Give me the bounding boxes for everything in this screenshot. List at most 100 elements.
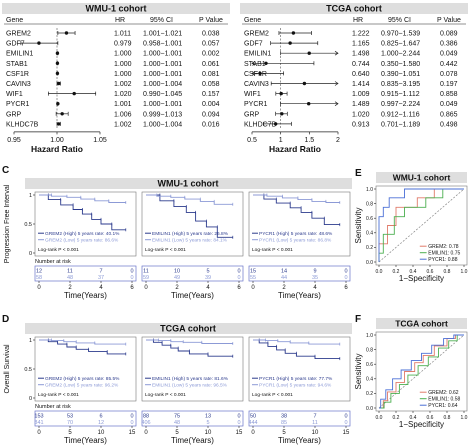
p-value: 0.081 <box>202 71 220 78</box>
logrank-p: Log-rank P < 0.001 <box>252 392 293 398</box>
risk-count: 444 <box>248 420 257 426</box>
hr-point <box>55 51 60 55</box>
x-tick-label: 0.0 <box>376 415 383 421</box>
risk-count: 55 <box>250 275 256 281</box>
km-curve-high <box>39 339 126 355</box>
ci-value: 0.825−1.647 <box>381 41 420 48</box>
x-axis-label: Time(Years) <box>171 291 214 300</box>
legend-entry: EMILIN1: 0.75 <box>428 251 460 257</box>
hr-value: 0.979 <box>114 41 132 48</box>
legend-entry: EMILIN1 (High) 5 years rate: 26.8% <box>152 231 229 237</box>
x-tick-label: 5 <box>175 430 179 436</box>
legend-entry: PYCR1: 0.64 <box>428 403 457 409</box>
ci-value: 0.915−1.112 <box>381 91 420 98</box>
x-tick-label: 0 <box>251 430 255 436</box>
chart-title: WMU-1 cohort <box>393 173 451 183</box>
risk-table <box>141 265 244 282</box>
risk-count: 11 <box>143 269 149 275</box>
hr-point <box>60 112 64 116</box>
x-tick-label: 2 <box>68 285 72 291</box>
x-tick-label: 5 <box>68 430 72 436</box>
gene-label: STAB1 <box>244 61 266 68</box>
hr-value: 0.640 <box>352 71 370 78</box>
plot-frame <box>248 191 351 257</box>
gene-label: GREM2 <box>244 31 269 38</box>
p-value: 0.057 <box>202 41 220 48</box>
risk-count: 11 <box>67 269 73 275</box>
risk-count: 58 <box>36 275 42 281</box>
risk-count: 49 <box>174 275 180 281</box>
y-tick-label: 0.8 <box>366 201 373 207</box>
chart-title: TCGA cohort <box>160 324 216 334</box>
p-value: 0.058 <box>202 81 220 88</box>
y-axis-label: Sensitivity <box>354 353 363 389</box>
ci-arrow <box>251 61 256 66</box>
risk-count: 88 <box>143 414 149 420</box>
col-header-hr: HR <box>115 17 125 24</box>
chance-line <box>378 188 465 263</box>
forest-row: STAB1 0.744 0.350−1.580 0.442 <box>244 61 458 68</box>
gene-label: PYCR1 <box>6 101 29 108</box>
x-tick-label: 15 <box>343 430 350 436</box>
logrank-p: Log-rank P < 0.001 <box>38 392 79 398</box>
y-tick-label: 1 <box>29 338 32 344</box>
y-tick-label: 0.0 <box>366 260 373 266</box>
km-curve-high <box>146 194 233 238</box>
km-legend: PYCR1 (High) 5 years rate: 77.7%PYCR1 (L… <box>252 376 333 389</box>
x-axis-label: Hazard Ratio <box>269 144 321 154</box>
risk-count: 37 <box>98 275 104 281</box>
risk-table-label: Number at risk <box>35 259 71 265</box>
y-tick-label: 0.0 <box>366 406 373 412</box>
km-figure-d: TCGA cohort Overall Survival 0 0.5 1 GREM2 (H… <box>4 323 352 445</box>
hr-point <box>37 41 41 45</box>
km-curve-high <box>253 339 340 360</box>
km-legend: EMILIN1 (High) 5 years rate: 26.8%EMILIN… <box>145 231 229 244</box>
hr-point <box>307 51 311 55</box>
hr-value: 1.489 <box>352 101 370 108</box>
ci-value: 1.000−1.004 <box>143 121 182 128</box>
x-tick-label: 1.0 <box>461 269 468 275</box>
y-tick-label: 1 <box>29 193 32 199</box>
hr-point <box>56 102 60 106</box>
km-curve-high <box>253 194 340 226</box>
col-header-gene: Gene <box>244 17 261 24</box>
x-tick-label: 1 <box>279 137 283 144</box>
panel-label-f: F <box>355 314 361 325</box>
hr-point <box>55 61 60 65</box>
km-panel-grem2: 0 0.5 1 GREM2 (High) 5 years rate: 40.1%GRE… <box>24 191 137 300</box>
logrank-p: Log-rank P < 0.001 <box>145 392 186 398</box>
roc-curve-grem2 <box>379 334 464 409</box>
x-tick-label: 0.5 <box>247 137 257 144</box>
risk-table <box>141 410 244 427</box>
gene-label: CAVIN3 <box>6 81 31 88</box>
risk-count: 153 <box>34 414 43 420</box>
hr-value: 1.001 <box>114 101 132 108</box>
risk-count: 50 <box>250 414 256 420</box>
x-tick-label: 4 <box>99 285 103 291</box>
y-tick-label: 0 <box>29 251 32 257</box>
risk-count: 38 <box>281 414 287 420</box>
ci-value: 1.000−1.001 <box>143 51 182 58</box>
hr-value: 1.002 <box>114 121 132 128</box>
p-value: 0.157 <box>202 91 220 98</box>
ci-value: 0.912−1.116 <box>381 111 420 118</box>
x-tick-label: 0.6 <box>427 269 434 275</box>
legend-entry: PYCR1: 0.88 <box>428 257 457 263</box>
y-tick-label: 0 <box>29 396 32 402</box>
x-tick-label: 0 <box>37 285 41 291</box>
ci-value: 1.000−1.001 <box>143 71 182 78</box>
forest-row: PYCR1 1.489 0.997−2.224 0.049 <box>244 101 458 108</box>
risk-count: 0 <box>237 269 240 275</box>
legend-entry: GREM2 (Low) 5 years rate: 96.2% <box>45 383 119 389</box>
risk-count: 0 <box>130 420 133 426</box>
ci-arrow <box>251 71 256 76</box>
forest-row: CAVIN3 1.002 1.000−1.004 0.058 <box>6 81 220 88</box>
hr-value: 1.414 <box>352 81 370 88</box>
x-tick-label: 1.0 <box>461 415 468 421</box>
x-tick-label: 1.5 <box>304 137 314 144</box>
x-tick-label: 0 <box>37 430 41 436</box>
plot-frame <box>248 336 351 402</box>
forest-plot-a: WMU-1 cohort Gene HR 95% CI P Value GREM2 1.01… <box>2 3 230 154</box>
risk-count: 35 <box>312 275 318 281</box>
